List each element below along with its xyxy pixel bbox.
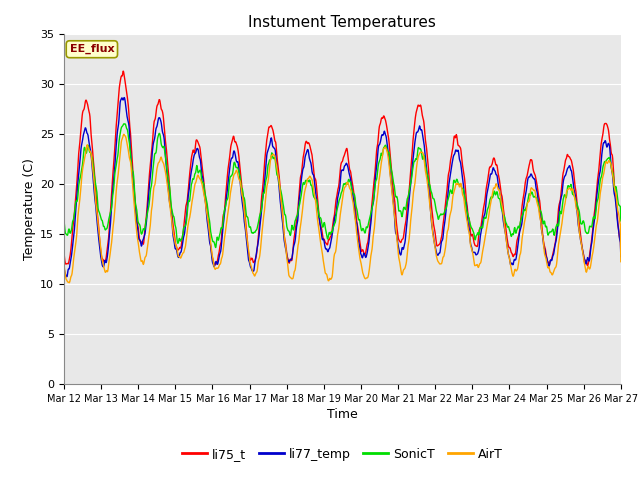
li77_temp [60,265,68,271]
SonicT [120,121,128,127]
li75_t [171,235,179,240]
AirT [172,240,179,246]
Line: li75_t: li75_t [64,71,621,266]
li77_temp [120,95,128,100]
Line: AirT: AirT [64,134,621,283]
li75_t [429,218,437,224]
li77_temp [172,245,179,251]
li77_temp [502,236,510,242]
li75_t [584,263,591,269]
AirT [185,219,193,225]
li77_temp [247,264,255,270]
li75_t [120,68,127,74]
li75_t [502,226,509,232]
Title: Instument Temperatures: Instument Temperatures [248,15,436,30]
li77_temp [429,234,437,240]
SonicT [60,217,68,223]
SonicT [617,218,625,224]
li77_temp [185,191,193,196]
SonicT [212,245,220,251]
Text: EE_flux: EE_flux [70,44,114,54]
li77_temp [552,240,559,246]
li75_t [617,250,625,255]
SonicT [184,199,192,205]
li75_t [60,250,68,256]
SonicT [429,196,437,202]
AirT [429,235,437,241]
li77_temp [617,254,625,260]
SonicT [247,226,255,232]
AirT [120,132,128,137]
Line: li77_temp: li77_temp [64,97,621,277]
li75_t [184,188,192,193]
SonicT [552,227,559,232]
Legend: li75_t, li77_temp, SonicT, AirT: li75_t, li77_temp, SonicT, AirT [177,443,508,466]
AirT [552,265,559,271]
AirT [60,262,68,267]
li75_t [246,257,254,263]
SonicT [171,219,179,225]
li77_temp [63,274,70,280]
AirT [502,237,510,242]
X-axis label: Time: Time [327,408,358,421]
AirT [65,280,73,286]
SonicT [502,220,510,226]
AirT [247,263,255,268]
AirT [617,259,625,264]
Y-axis label: Temperature (C): Temperature (C) [23,158,36,260]
Line: SonicT: SonicT [64,124,621,248]
li75_t [551,241,559,247]
